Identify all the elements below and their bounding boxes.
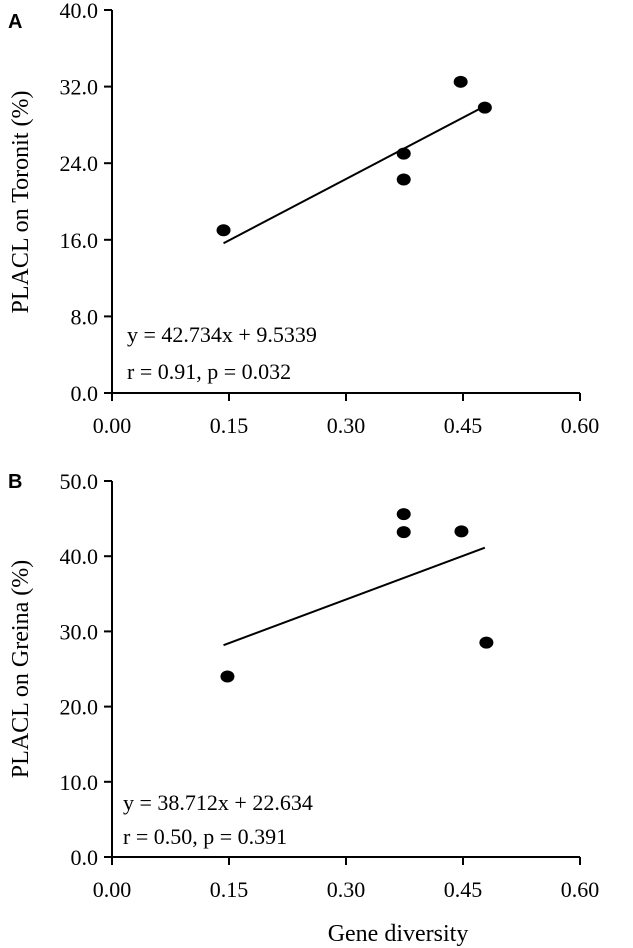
chart-1-x-tick-label: 0.15 (210, 877, 249, 902)
panel-a: A 0.0 8.0 16.0 24.0 32.0 40.0 0.00 0.15 0.30 0.45 0… (8, 0, 599, 438)
chart-0-y-tick-label: 8.0 (71, 304, 99, 329)
chart-0-y-tick-label: 0.0 (71, 381, 99, 406)
chart-0-y-axis-label: PLACL on Toronit (%) (8, 91, 34, 314)
chart-1-trendline (223, 546, 486, 647)
chart-0-x-tick-label: 0.15 (210, 413, 249, 438)
chart-0-y-tick-label: 32.0 (60, 75, 99, 100)
chart-0-x-tick-label: 0.60 (561, 413, 600, 438)
chart-0-annotation: r = 0.91, p = 0.032 (127, 359, 291, 384)
chart-0-y-tick-label: 16.0 (60, 228, 99, 253)
chart-0-panel-label: A (8, 11, 22, 33)
chart-1-y-tick-label: 30.0 (60, 619, 99, 644)
chart-0-data-point (453, 75, 468, 88)
chart-1-x-tick-label: 0.00 (93, 877, 132, 902)
chart-1-panel-label: B (8, 471, 22, 493)
chart-1-x-axis-label: Gene diversity (328, 921, 469, 947)
chart-0-x-tick-label: 0.00 (93, 413, 132, 438)
chart-1-x-tick-label: 0.30 (327, 877, 366, 902)
chart-1-y-tick-label: 10.0 (60, 770, 99, 795)
chart-1-data-point (220, 670, 235, 683)
chart-1-x-tick-label: 0.60 (561, 877, 600, 902)
chart-0-data-point (477, 101, 492, 114)
chart-0-x-tick-label: 0.30 (327, 413, 366, 438)
chart-1-y-axis-label: PLACL on Greina (%) (8, 560, 34, 778)
chart-0-x-tick-label: 0.45 (444, 413, 483, 438)
chart-0-data-point (216, 224, 231, 237)
chart-1-y-tick-label: 0.0 (71, 845, 99, 870)
chart-0-annotation: y = 42.734x + 9.5339 (127, 322, 317, 347)
chart-1-data-point (454, 525, 469, 538)
chart-0-y-tick-label: 24.0 (60, 151, 99, 176)
chart-1-y-tick-label: 40.0 (60, 544, 99, 569)
chart-0-data-point (396, 147, 411, 160)
chart-1-data-point (479, 636, 494, 649)
chart-0-data-point (396, 173, 411, 186)
chart-1-annotation: r = 0.50, p = 0.391 (123, 824, 287, 849)
chart-1-x-tick-label: 0.45 (444, 877, 483, 902)
chart-1-annotation: y = 38.712x + 22.634 (123, 790, 313, 815)
chart-1-data-point (396, 508, 411, 521)
panel-b: B 0.0 10.0 20.0 30.0 40.0 50.0 0.00 0.15 0.30 0.45… (8, 469, 599, 947)
chart-0-trendline (223, 105, 486, 245)
chart-1-data-point (396, 526, 411, 539)
chart-1-y-tick-label: 20.0 (60, 695, 99, 720)
chart-1-y-tick-label: 50.0 (60, 469, 99, 494)
chart-0-y-tick-label: 40.0 (60, 0, 99, 23)
